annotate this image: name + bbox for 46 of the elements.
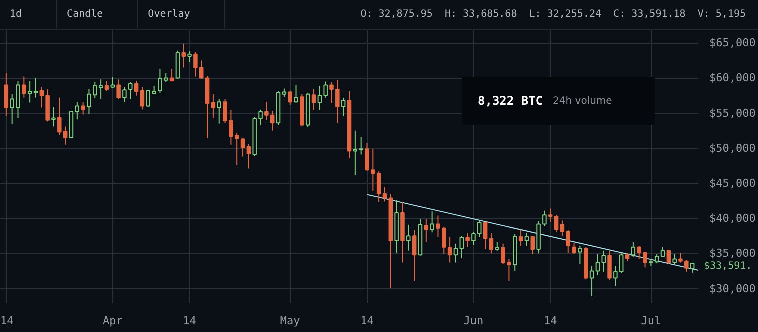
annotation: 24h volume — [553, 96, 612, 106]
y-tick-label: $40,000 — [710, 212, 756, 226]
candlestick — [454, 243, 458, 264]
candlestick — [406, 224, 411, 252]
candlestick — [412, 230, 417, 282]
x-tick-label: 14 — [183, 314, 197, 328]
y-tick-label: $50,000 — [710, 142, 756, 155]
candlestick — [211, 94, 216, 119]
y-tick-label: $55,000 — [710, 106, 756, 120]
candlestick — [394, 200, 399, 254]
x-tick-label: May — [280, 314, 301, 328]
candlestick — [246, 144, 252, 170]
candlestick — [518, 229, 524, 246]
candlestick — [312, 88, 316, 112]
candlestick — [400, 202, 405, 264]
candlestick — [134, 80, 139, 96]
y-tick-label: $65,000 — [710, 36, 756, 50]
candlestick — [448, 237, 452, 264]
candlestick — [578, 245, 582, 265]
x-tick-label: 14 — [544, 314, 558, 328]
candlestick — [52, 106, 56, 128]
x-tick-label: Apr — [102, 314, 124, 328]
text: Overlay — [138, 0, 226, 30]
picture-volume-box: 8,322 BTC 24h volume — [462, 77, 655, 125]
candlestick — [75, 102, 80, 120]
x-tick-label: 14 — [360, 314, 374, 328]
y-tick-label: $60,000 — [710, 72, 756, 85]
y-tick-label: $35,000 — [710, 247, 756, 260]
candlestick — [34, 78, 38, 98]
y-tick-label: $45,000 — [710, 176, 756, 190]
x-tick-label: Jul — [641, 314, 662, 328]
text: Candle — [57, 0, 138, 30]
candlestick — [614, 266, 618, 286]
text: O: 32,875.95 H: 33,685.68 L: 32,255.24 C: 33,591.18 V: 5,195 — [360, 9, 746, 20]
y-tick-label: $30,000 — [710, 282, 756, 296]
candlestick — [182, 43, 186, 68]
candlestick — [347, 91, 352, 159]
annotation: 8,322 BTC — [478, 94, 544, 108]
candlestick — [4, 72, 9, 117]
x-tick-label: Jun — [464, 314, 484, 328]
text: $33,591. — [704, 261, 752, 274]
candlestick — [608, 250, 612, 281]
x-tick-label: 14 — [0, 314, 14, 328]
candlestick — [28, 80, 32, 104]
candlestick — [188, 51, 192, 63]
text: 1d — [0, 0, 58, 30]
